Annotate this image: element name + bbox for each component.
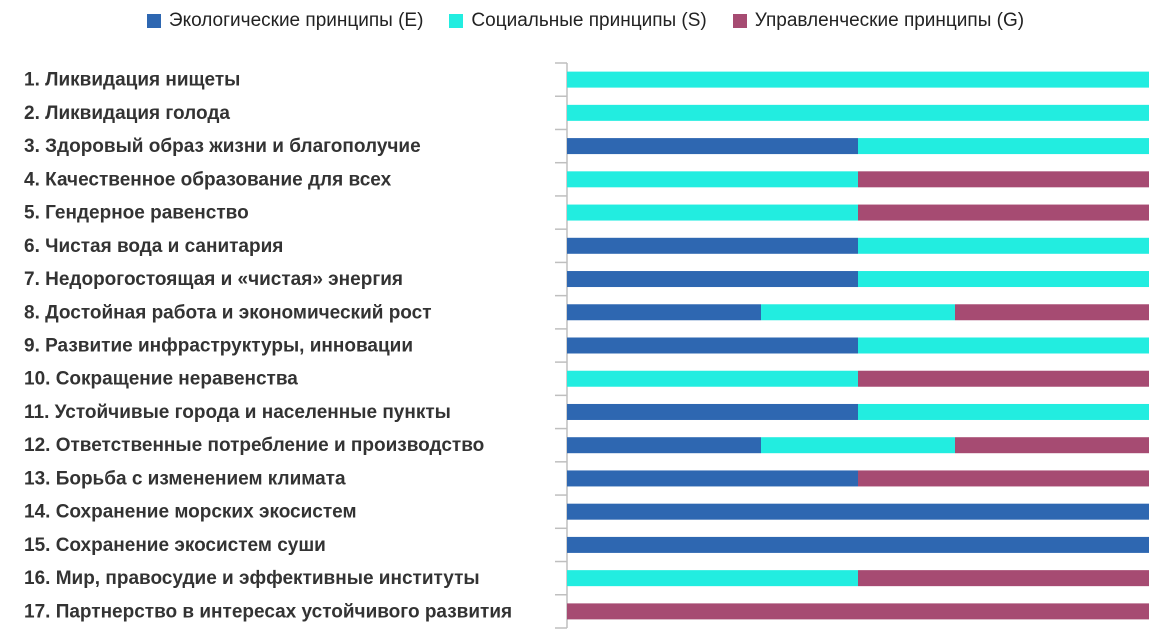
bar-segment-g [858, 570, 1149, 587]
bar-segment-s [761, 304, 955, 321]
category-label: 12. Ответственные потребление и производ… [24, 435, 484, 456]
category-label: 17. Партнерство в интересах устойчивого … [24, 601, 512, 622]
bar-segment-g [567, 603, 1149, 620]
category-label: 5. Гендерное равенство [24, 203, 249, 224]
legend-label: Экологические принципы (E) [168, 10, 424, 31]
bar-segment-g [955, 304, 1149, 321]
legend: Экологические принципы (E) Социальные при… [0, 10, 1171, 32]
legend-item: Социальные принципы (S) [449, 10, 707, 32]
category-label: 16. Мир, правосудие и эффективные инстит… [24, 568, 480, 589]
bar-segment-s [567, 104, 1149, 121]
category-label: 8. Достойная работа и экономический рост [24, 302, 432, 323]
legend-item: Управленческие принципы (G) [732, 10, 1025, 32]
bar-segment-s [567, 370, 858, 387]
bar-segment-g [858, 370, 1149, 387]
category-label: 1. Ликвидация нищеты [24, 70, 240, 91]
bar-segment-s [567, 570, 858, 587]
bar-segment-g [955, 437, 1149, 454]
bar-segment-s [567, 71, 1149, 88]
bar-segment-s [858, 237, 1149, 254]
category-label: 15. Сохранение экосистем суши [24, 535, 326, 556]
bar-segment-s [761, 437, 955, 454]
legend-label: Социальные принципы (S) [471, 10, 707, 31]
bar-segment-e [567, 503, 1149, 520]
category-label: 14. Сохранение морских экосистем [24, 502, 357, 523]
category-label: 7. Недорогостоящая и «чистая» энергия [24, 269, 403, 290]
bar-segment-e [567, 337, 858, 354]
category-label: 11. Устойчивые города и населенные пункт… [24, 402, 451, 423]
legend-label: Управленческие принципы (G) [754, 10, 1025, 31]
bar-segment-e [567, 271, 858, 288]
legend-swatch [732, 14, 747, 28]
bar-segment-g [858, 470, 1149, 487]
bar-segment-e [567, 403, 858, 420]
category-label: 10. Сокращение неравенства [24, 369, 298, 390]
bar-segment-s [858, 271, 1149, 288]
legend-swatch [146, 14, 161, 28]
bar-segment-e [567, 536, 1149, 553]
bar-segment-s [858, 337, 1149, 354]
bar-segment-e [567, 437, 761, 454]
category-label: 2. Ликвидация голода [24, 103, 230, 124]
bar-segment-s [858, 138, 1149, 155]
bar-segment-e [567, 138, 858, 155]
bar-segment-e [567, 237, 858, 254]
bar-segment-s [858, 403, 1149, 420]
legend-swatch [449, 14, 464, 28]
category-label: 3. Здоровый образ жизни и благополучие [24, 136, 421, 157]
category-label: 9. Развитие инфраструктуры, инновации [24, 336, 413, 357]
bar-segment-g [858, 171, 1149, 188]
bar-segment-e [567, 304, 761, 321]
bar-segment-s [567, 204, 858, 221]
category-label: 13. Борьба с изменением климата [24, 468, 346, 489]
bar-segment-g [858, 204, 1149, 221]
bar-segment-s [567, 171, 858, 188]
category-label: 6. Чистая вода и санитария [24, 236, 283, 257]
category-label: 4. Качественное образование для всех [24, 169, 392, 190]
bar-segment-e [567, 470, 858, 487]
legend-item: Экологические принципы (E) [146, 10, 424, 32]
